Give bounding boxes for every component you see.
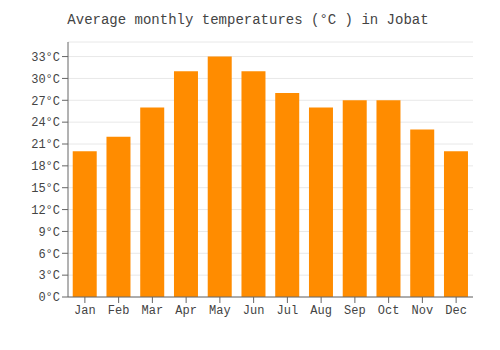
- svg-text:3°C: 3°C: [38, 269, 60, 283]
- svg-text:Jun: Jun: [243, 304, 265, 318]
- html-text:Average monthly temperatures (: Average monthly temperatures (°C ) in Jo…: [67, 12, 429, 28]
- svg-text:Mar: Mar: [142, 304, 164, 318]
- svg-text:Sep: Sep: [344, 304, 366, 318]
- svg-text:Jul: Jul: [277, 304, 299, 318]
- svg-text:30°C: 30°C: [31, 73, 60, 87]
- svg-text:33°C: 33°C: [31, 51, 60, 65]
- svg-text:24°C: 24°C: [31, 116, 60, 130]
- svg-text:0°C: 0°C: [38, 291, 60, 305]
- svg-text:21°C: 21°C: [31, 138, 60, 152]
- svg-text:Nov: Nov: [412, 304, 434, 318]
- svg-text:15°C: 15°C: [31, 182, 60, 196]
- svg-text:Dec: Dec: [445, 304, 467, 318]
- svg-text:Oct: Oct: [378, 304, 400, 318]
- svg-text:27°C: 27°C: [31, 95, 60, 109]
- svg-text:Apr: Apr: [175, 304, 197, 318]
- svg-text:12°C: 12°C: [31, 204, 60, 218]
- svg-text:6°C: 6°C: [38, 248, 60, 262]
- svg-text:Jan: Jan: [74, 304, 96, 318]
- svg-text:18°C: 18°C: [31, 160, 60, 174]
- svg-text:9°C: 9°C: [38, 226, 60, 240]
- svg-text:May: May: [209, 304, 231, 318]
- svg-text:Feb: Feb: [108, 304, 130, 318]
- svg-text:Aug: Aug: [310, 304, 332, 318]
